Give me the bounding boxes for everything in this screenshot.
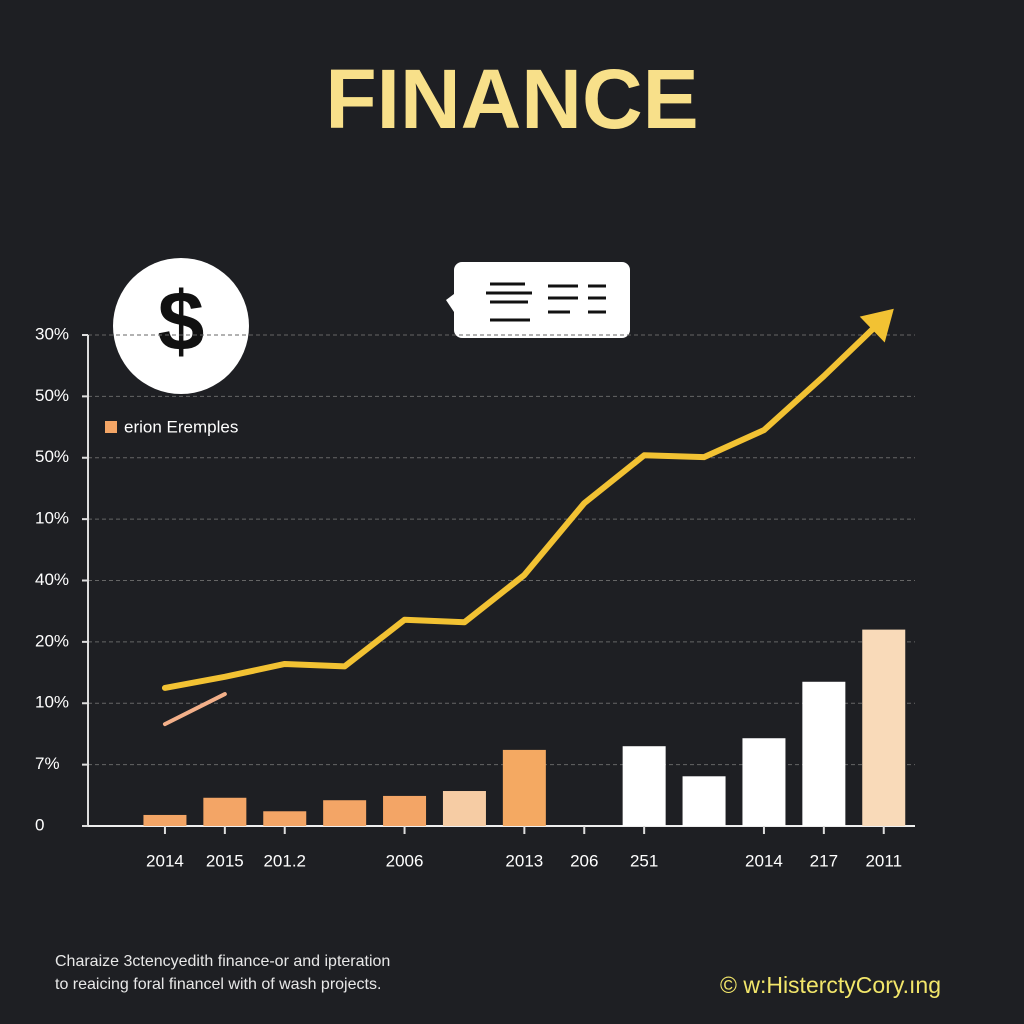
x-tick-label: 2006 — [386, 851, 424, 870]
bar — [442, 791, 486, 826]
x-tick-label: 2011 — [865, 851, 902, 870]
bar — [622, 746, 666, 826]
bar — [263, 811, 307, 826]
y-tick-label: 30% — [35, 324, 69, 343]
bar — [383, 795, 427, 826]
y-tick-label: 7% — [35, 754, 60, 773]
dollar-sign: $ — [158, 274, 205, 368]
y-tick-label: 0 — [35, 815, 44, 834]
dollar-icon — [113, 258, 249, 394]
chart-title: FINANCE — [325, 52, 698, 146]
bar — [502, 749, 546, 826]
bar — [143, 814, 187, 826]
x-tick-label: 2014 — [745, 851, 783, 870]
bar — [682, 776, 726, 826]
legend-label: erion Eremples — [124, 417, 238, 436]
y-tick-label: 50% — [35, 386, 69, 405]
x-tick-label: 206 — [570, 851, 598, 870]
legend-swatch — [105, 421, 117, 433]
y-tick-label: 10% — [35, 693, 69, 712]
x-tick-label: 2014 — [146, 851, 184, 870]
y-tick-label: 20% — [35, 631, 69, 650]
arrow-head — [859, 308, 894, 343]
footnote: Charaize 3ctencyedith finance-or and ipt… — [55, 953, 390, 970]
x-tick-label: 2015 — [206, 851, 244, 870]
x-tick-label: 201.2 — [263, 851, 306, 870]
bar — [742, 738, 786, 826]
y-tick-label: 40% — [35, 570, 69, 589]
x-tick-label: 251 — [630, 851, 658, 870]
bar — [802, 681, 846, 826]
footnote: to reaicing foral financel with of wash … — [55, 976, 381, 993]
bar — [862, 629, 906, 826]
credit: © w:HisterctyCory.ıng — [720, 972, 941, 998]
bubble-icon — [446, 262, 630, 338]
bar — [203, 797, 247, 826]
x-tick-label: 217 — [810, 851, 838, 870]
line — [162, 692, 227, 727]
bar — [323, 800, 367, 826]
y-tick-label: 10% — [35, 509, 69, 528]
line — [161, 315, 887, 691]
x-tick-label: 2013 — [505, 851, 543, 870]
y-tick-label: 50% — [35, 447, 69, 466]
